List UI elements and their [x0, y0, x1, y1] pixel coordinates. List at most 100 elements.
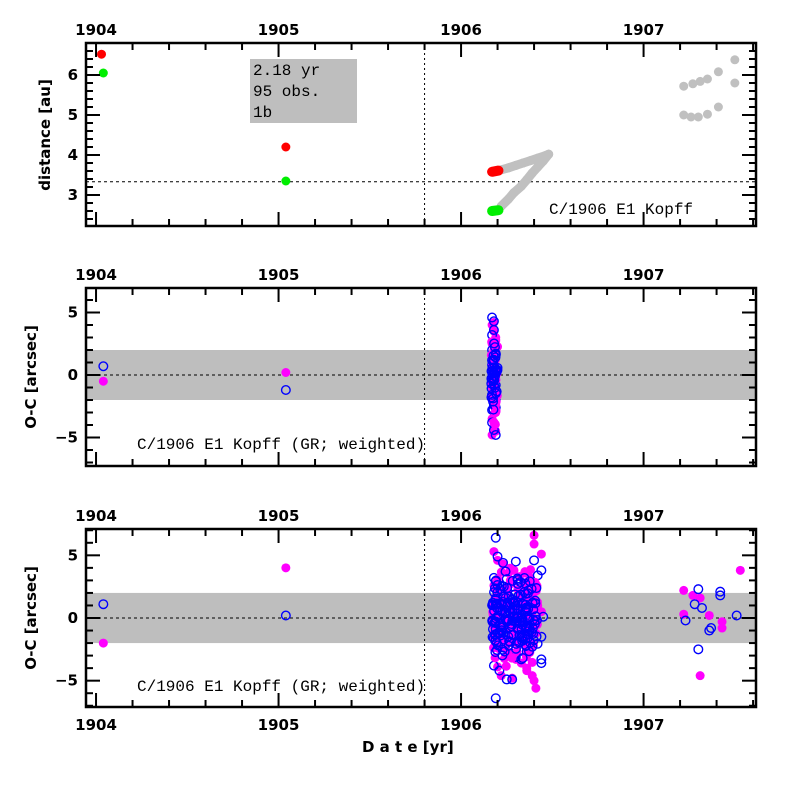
data-point-blue — [529, 616, 540, 627]
x-tick-label-top: 1906 — [440, 266, 482, 284]
plot-layer-2 — [86, 529, 756, 707]
data-point-blue — [507, 674, 518, 685]
data-point-gray_point — [695, 76, 705, 86]
data-point-blue — [488, 373, 499, 384]
panel-title-oc-bottom: C/1906 E1 Kopff (GR; weighted) — [137, 678, 425, 696]
data-point-blue — [492, 551, 503, 562]
data-point-blue — [530, 598, 541, 609]
x-tick-label-bottom: 1907 — [623, 716, 665, 734]
data-point-gray_point — [686, 112, 696, 122]
data-point-blue — [536, 658, 547, 669]
data-point-magenta — [531, 683, 541, 693]
data-point-blue — [490, 532, 501, 543]
data-point-blue — [680, 615, 691, 626]
data-point-gray_point — [713, 67, 723, 77]
data-point-blue — [519, 587, 530, 598]
data-point-blue — [498, 557, 509, 568]
data-point-blue — [731, 610, 742, 621]
data-point-blue — [500, 566, 511, 577]
data-point-magenta — [522, 666, 532, 676]
data-point-magenta — [536, 549, 546, 559]
data-point-blue — [696, 602, 707, 613]
data-point-blue — [507, 575, 518, 586]
x-tick-label-top: 1907 — [623, 507, 665, 525]
y-tick-label: 4 — [68, 146, 78, 164]
data-point-blue — [529, 619, 540, 630]
panel-distance: 2.18 yr 95 obs. 1b C/1906 E1 Kopff dista… — [36, 21, 758, 228]
data-point-blue — [693, 644, 704, 655]
panel-oc-bottom: C/1906 E1 Kopff (GR; weighted) O-C [arcs… — [22, 507, 758, 756]
track-segment-green — [487, 205, 504, 216]
data-point-gray_point — [688, 79, 698, 89]
annotation-box — [250, 59, 357, 123]
x-tick-label-top: 1906 — [440, 21, 482, 39]
plot-layer-0 — [86, 43, 756, 226]
data-point-magenta — [525, 565, 535, 575]
data-point-blue — [489, 338, 500, 349]
data-point-blue — [512, 578, 523, 589]
y-tick-label: 5 — [68, 304, 78, 322]
y-axis-title-distance: distance [au] — [36, 79, 54, 191]
data-point-blue — [511, 638, 522, 649]
data-point-magenta — [717, 623, 727, 633]
data-point-blue — [494, 665, 505, 676]
data-point-blue — [98, 361, 109, 372]
data-point-blue — [490, 348, 501, 359]
data-point-magenta — [281, 563, 291, 573]
data-point-gray_point — [713, 102, 723, 112]
panel-title-oc-middle: C/1906 E1 Kopff (GR; weighted) — [137, 436, 425, 454]
data-point-blue — [497, 625, 508, 636]
y-tick-label: 5 — [68, 106, 78, 124]
data-point-blue — [503, 631, 514, 642]
track-segment-red — [487, 165, 504, 177]
annotation-orbit-class: 1b — [253, 104, 272, 122]
panel-title-distance: C/1906 E1 Kopff — [549, 201, 693, 219]
x-tick-label-top: 1905 — [258, 507, 300, 525]
y-tick-label: 0 — [68, 609, 78, 627]
data-point-blue — [280, 610, 291, 621]
x-tick-label-top: 1905 — [258, 266, 300, 284]
data-point-magenta — [490, 418, 500, 428]
data-point-blue — [529, 555, 540, 566]
tolerance-band — [86, 592, 756, 644]
y-tick-label: 0 — [68, 366, 78, 384]
data-point-gray_point — [693, 112, 703, 122]
data-point-blue — [517, 620, 528, 631]
tolerance-band — [86, 350, 756, 400]
data-point-red — [281, 142, 291, 152]
data-point-blue — [524, 646, 535, 657]
data-point-magenta — [735, 565, 745, 575]
x-tick-label-top: 1904 — [75, 507, 117, 525]
data-point-blue — [501, 674, 512, 685]
track-segment — [538, 149, 554, 166]
data-point-magenta — [507, 653, 517, 663]
data-point-blue — [490, 575, 501, 586]
data-point-blue — [706, 623, 717, 634]
y-tick-label: 5 — [68, 546, 78, 564]
data-point-blue — [512, 573, 523, 584]
data-point-magenta — [679, 585, 689, 595]
x-axis-title: D a t e [yr] — [362, 738, 454, 756]
data-point-gray_point — [702, 74, 712, 84]
x-tick-label-top: 1907 — [623, 266, 665, 284]
panel-oc-middle: C/1906 E1 Kopff (GR; weighted) O-C [arcs… — [22, 266, 758, 468]
data-point-blue — [528, 614, 539, 625]
x-tick-label-bottom: 1905 — [258, 716, 300, 734]
data-point-blue — [510, 556, 521, 567]
data-point-gray_point — [679, 81, 689, 91]
data-point-blue — [532, 638, 543, 649]
plot-frame — [84, 286, 758, 468]
y-tick-label: 6 — [68, 66, 78, 84]
data-point-magenta — [489, 547, 499, 557]
data-point-blue — [538, 611, 549, 622]
y-axis-title-oc-middle: O-C [arcsec] — [22, 325, 40, 429]
data-point-gray_point — [679, 110, 689, 120]
data-point-blue — [520, 634, 531, 645]
data-point-magenta — [717, 617, 727, 627]
data-point-magenta — [704, 610, 714, 620]
data-point-blue — [490, 693, 501, 704]
track-segment — [496, 194, 514, 211]
data-point-gray_point — [730, 55, 740, 65]
data-point-magenta — [527, 657, 537, 667]
data-point-magenta — [695, 671, 705, 681]
